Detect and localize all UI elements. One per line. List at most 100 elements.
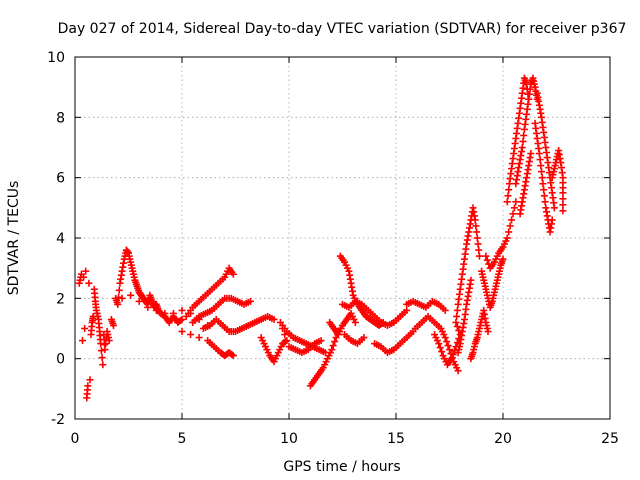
data-point [229, 352, 237, 360]
y-tick-label: 6 [56, 171, 65, 187]
data-point [550, 204, 558, 212]
data-point [473, 228, 481, 236]
data-point [503, 234, 511, 242]
data-point [360, 334, 368, 342]
data-point [403, 306, 411, 314]
data-points [75, 74, 567, 402]
data-point [101, 346, 109, 354]
data-point [539, 180, 547, 188]
data-point [161, 309, 169, 317]
data-point [540, 192, 548, 200]
data-point [115, 293, 123, 301]
data-point [506, 222, 514, 230]
chart-title: Day 027 of 2014, Sidereal Day-to-day VTE… [58, 21, 627, 37]
data-point [135, 297, 143, 305]
data-point [152, 306, 160, 314]
data-point [228, 351, 236, 359]
x-tick-label: 0 [71, 431, 80, 447]
data-point [351, 318, 359, 326]
x-tick-label: 25 [601, 431, 619, 447]
data-point [97, 347, 105, 355]
x-tick-label: 5 [178, 431, 187, 447]
data-point [81, 325, 89, 332]
data-point [195, 334, 203, 342]
tick-labels: 0 5 10 15 20 25 -2 0 2 4 6 8 10 [47, 50, 619, 447]
data-point [328, 346, 336, 354]
data-point [508, 216, 516, 224]
data-point [448, 355, 456, 363]
data-point [484, 328, 492, 336]
data-point [512, 198, 520, 206]
data-point [505, 228, 513, 236]
y-tick-label: 10 [47, 50, 65, 66]
data-point [441, 306, 449, 314]
data-point [169, 309, 177, 317]
data-point [246, 297, 254, 305]
data-point [441, 334, 449, 342]
data-point [270, 315, 278, 323]
data-point [436, 344, 444, 352]
data-point [283, 337, 291, 345]
data-point [527, 150, 535, 158]
data-point [520, 131, 528, 139]
y-axis-label: SDTVAR / TECUs [6, 181, 22, 296]
data-point [85, 279, 93, 287]
data-point [102, 340, 110, 348]
data-point [229, 270, 237, 278]
data-point [540, 186, 548, 194]
data-point [559, 207, 567, 215]
data-point [482, 252, 490, 260]
data-point [187, 331, 195, 339]
x-tick-label: 15 [387, 431, 405, 447]
data-point [471, 216, 479, 224]
data-point [78, 337, 86, 345]
y-tick-label: 0 [56, 352, 65, 368]
data-point [518, 144, 526, 151]
data-point [329, 342, 337, 350]
data-point [317, 337, 325, 345]
y-tick-label: 8 [56, 110, 65, 126]
y-tick-label: -2 [51, 412, 65, 428]
data-point [474, 240, 482, 248]
data-point [449, 351, 457, 359]
data-point [178, 328, 186, 336]
data-point [499, 255, 507, 263]
x-tick-label: 20 [494, 431, 512, 447]
data-point [82, 267, 90, 275]
data-point [331, 338, 339, 346]
data-point [473, 234, 481, 242]
data-point [452, 318, 460, 326]
data-point [538, 174, 546, 182]
data-point [114, 300, 122, 308]
data-point [110, 321, 118, 329]
data-point [538, 168, 546, 176]
data-point [178, 306, 186, 314]
data-point [446, 346, 453, 354]
data-point [467, 276, 475, 284]
data-point [455, 327, 463, 335]
data-point [80, 273, 88, 281]
data-point [453, 312, 461, 320]
x-axis-label: GPS time / hours [283, 459, 400, 475]
data-point [443, 338, 451, 346]
data-point [503, 198, 511, 206]
data-point [127, 291, 135, 299]
data-point [84, 382, 92, 390]
data-point [115, 286, 123, 294]
grid [75, 57, 610, 419]
data-point [444, 342, 452, 350]
data-point [519, 137, 527, 145]
data-point [435, 340, 443, 348]
data-point [453, 322, 461, 330]
y-tick-label: 4 [56, 231, 65, 247]
data-point [505, 186, 513, 194]
data-point [99, 361, 107, 369]
data-point [472, 222, 480, 230]
data-point [535, 150, 543, 158]
y-tick-label: 2 [56, 291, 65, 307]
data-point [548, 216, 556, 224]
data-point [509, 210, 517, 218]
data-point [559, 195, 567, 203]
data-point [475, 252, 483, 260]
